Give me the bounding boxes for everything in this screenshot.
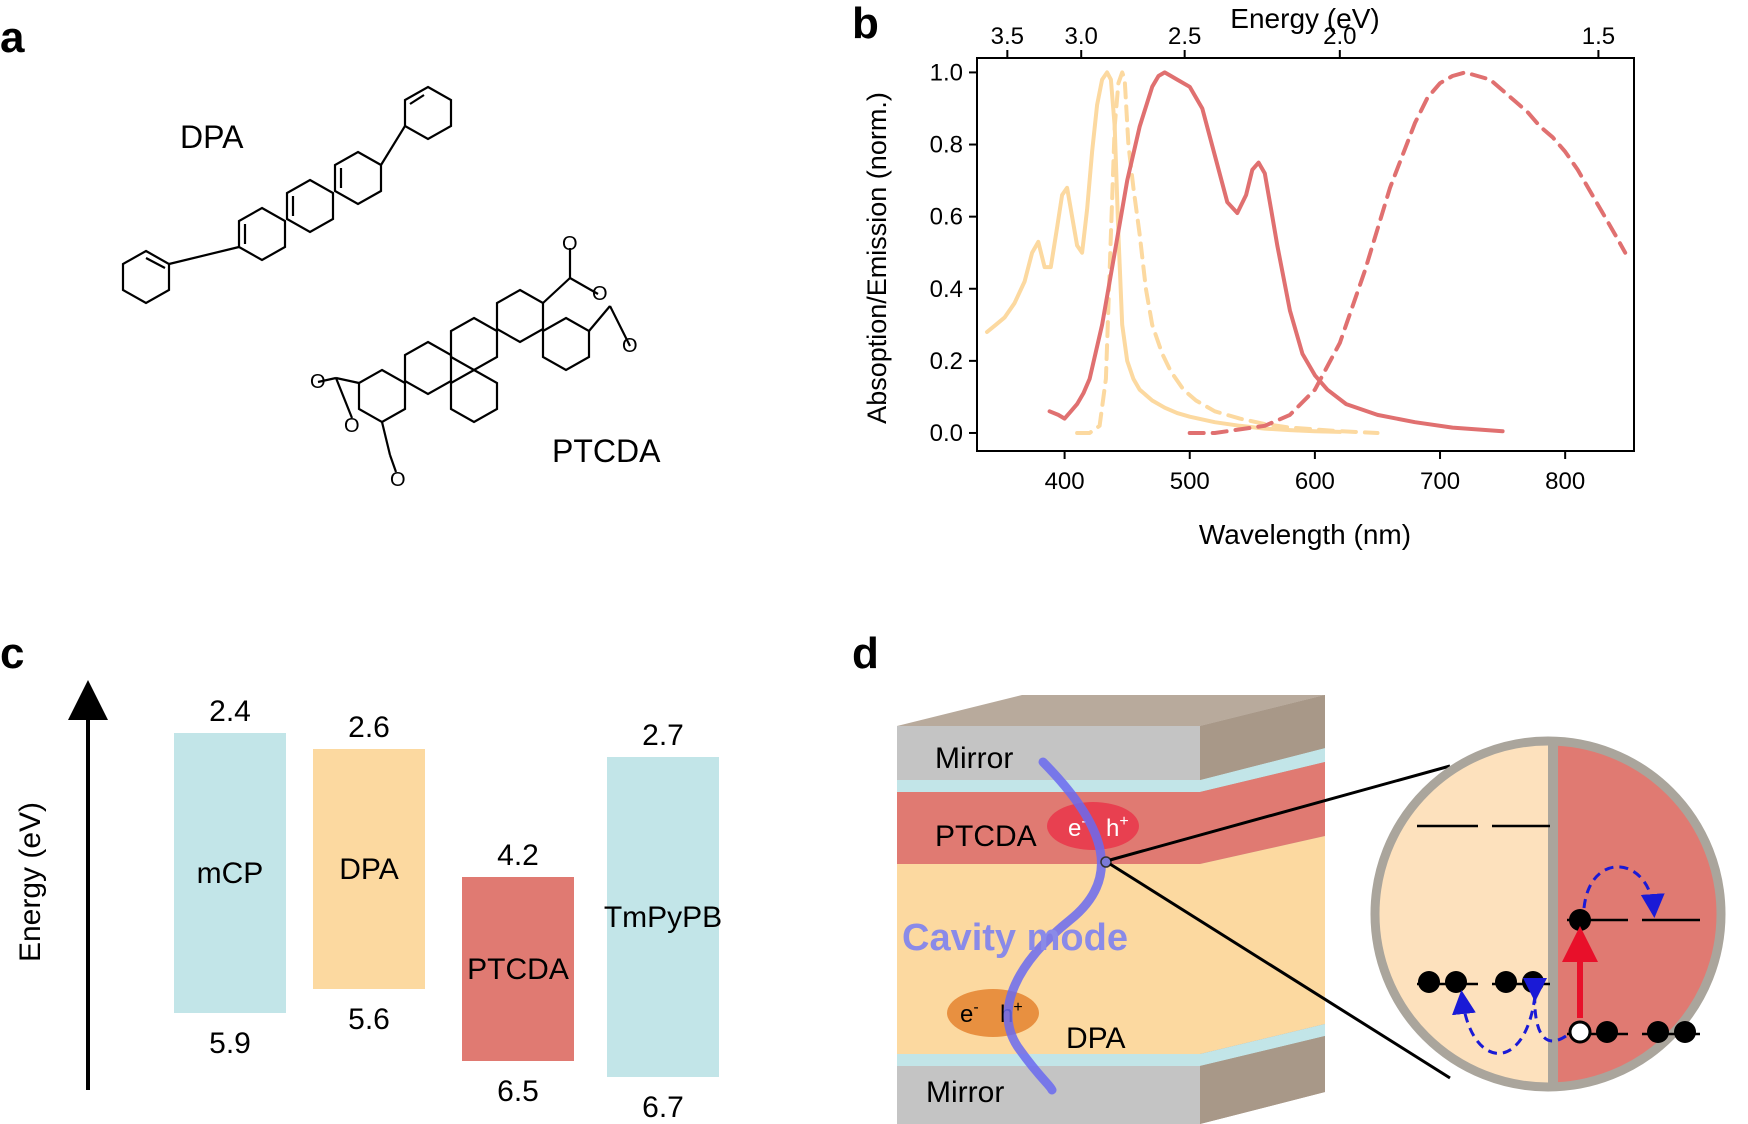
oxygen-label-2: O [592, 283, 608, 305]
x-tick-label: 600 [1295, 468, 1335, 495]
dpa-level-name: DPA [339, 853, 398, 886]
series-ptcda-absorption [1047, 70, 1505, 434]
y-axis-label: Absoption/Emission (norm.) [862, 92, 892, 424]
panel-a-molecules: DPA PTCDA [121, 85, 661, 491]
ptcda-homo-value: 6.5 [497, 1075, 539, 1108]
y-axis-ticks: 0.0 0.2 0.4 0.6 0.8 1.0 [930, 59, 977, 447]
ptcda-level-bar [462, 877, 574, 1061]
y-tick-label: 1.0 [930, 59, 963, 86]
mcp-level-name: mCP [197, 857, 264, 890]
zoom-origin-dot [1100, 856, 1112, 868]
mirror-bottom-layer [897, 1066, 1200, 1124]
energy-axis-label: Energy (eV) [14, 802, 47, 962]
ptcda-molecule-name: PTCDA [552, 433, 661, 469]
top-tick-label: 1.5 [1582, 23, 1615, 50]
x-tick-label: 500 [1170, 468, 1210, 495]
spacer-top-side [1200, 748, 1325, 792]
cavity-mode-label: Cavity mode [902, 917, 1128, 959]
hole-transfer-arrow-2 [1452, 990, 1537, 1055]
ptcda-layer-side [1200, 762, 1325, 864]
cavity-mode-wave [1003, 757, 1106, 1095]
oxygen-label-6: O [390, 469, 406, 491]
tmpypb-level-bar [607, 757, 719, 1077]
dpa-electron-label: e- [960, 999, 979, 1028]
spacer-bottom-layer [897, 1054, 1200, 1066]
tmpypb-homo-value: 6.7 [642, 1091, 684, 1124]
x-tick-label: 800 [1545, 468, 1585, 495]
dpa-homo-value: 5.6 [348, 1003, 390, 1036]
mirror-bottom-label: Mirror [926, 1076, 1004, 1109]
x-axis-ticks: 400 500 600 700 800 [1045, 451, 1585, 495]
dpa-molecule-name: DPA [180, 119, 244, 155]
mcp-lumo-value: 2.4 [209, 695, 251, 728]
top-axis-label: Energy (eV) [1230, 3, 1379, 34]
dpa-level-bar [313, 749, 425, 989]
dpa-layer-side [1200, 836, 1325, 1054]
top-tick-label: 3.0 [1065, 23, 1098, 50]
zoom-circle [1370, 736, 1726, 1092]
y-tick-label: 0.4 [930, 276, 963, 303]
ptcda-hole-label: h+ [1106, 813, 1129, 842]
oxygen-label-4: O [310, 371, 326, 393]
y-tick-label: 0.2 [930, 348, 963, 375]
panel-c-energy-diagram: Energy (eV) mCP 2.4 5.9 DPA 2.6 5.6 PTCDA 4.2 6.… [14, 680, 722, 1124]
energy-level-bars: mCP 2.4 5.9 DPA 2.6 5.6 PTCDA 4.2 6.5 TmPyPB 2.7 6.… [174, 695, 722, 1124]
y-tick-label: 0.6 [930, 204, 963, 231]
ptcda-lumo-value: 4.2 [497, 839, 539, 872]
x-tick-label: 700 [1420, 468, 1460, 495]
mirror-top-label: Mirror [935, 742, 1013, 775]
series-layer [985, 70, 1628, 435]
block-top-face [897, 695, 1325, 726]
dpa-layer [897, 864, 1200, 1054]
dpa-lumo-value: 2.6 [348, 711, 390, 744]
ptcda-level-name: PTCDA [467, 953, 569, 986]
tmpypb-lumo-value: 2.7 [642, 719, 684, 752]
panel-b-spectra-chart: 400 500 600 700 800 0.00.20.40.60.81.0 3.5 3.… [862, 3, 1635, 550]
top-energy-axis-ticks: 3.5 3.0 2.5 2.0 1.5 [991, 23, 1615, 58]
dpa-structure [121, 85, 453, 305]
panel-label-a: a [0, 13, 25, 62]
ptcda-layer-label: PTCDA [935, 820, 1037, 853]
oxygen-label-1: O [562, 233, 578, 255]
mcp-level-bar [174, 733, 286, 1013]
panel-label-b: b [852, 0, 879, 48]
ptcda-electron-label: e- [1068, 813, 1087, 842]
panel-d-cavity-schematic: Mirror Mirror PTCDA DPA e- h+ e- h+ Cavi… [897, 695, 1726, 1124]
y-tick-label: 0.8 [930, 132, 963, 159]
panel-label-d: d [852, 629, 879, 678]
tmpypb-level-name: TmPyPB [604, 901, 722, 934]
zoom-line-bottom [1109, 862, 1451, 1080]
series-ptcda-emission [1187, 70, 1628, 435]
oxygen-label-5: O [344, 415, 360, 437]
oxygen-label-3: O [622, 335, 638, 357]
y-tick-label: 0.0 [930, 420, 963, 447]
series-dpa-absorption [985, 70, 1342, 434]
plot-frame [976, 57, 1635, 452]
zoom-line-top [1109, 764, 1451, 862]
x-tick-label: 400 [1045, 468, 1085, 495]
electron-transfer-arrow [1582, 865, 1665, 918]
ptcda-structure [317, 248, 631, 473]
top-tick-label: 2.5 [1168, 23, 1201, 50]
top-tick-label: 3.5 [991, 23, 1024, 50]
mcp-homo-value: 5.9 [209, 1027, 251, 1060]
panel-label-c: c [0, 629, 24, 678]
dpa-layer-label: DPA [1066, 1022, 1125, 1055]
series-dpa-emission [1075, 70, 1380, 435]
spacer-top-layer [897, 780, 1200, 792]
top-tick-label: 2.0 [1323, 23, 1356, 50]
x-axis-label: Wavelength (nm) [1199, 519, 1411, 550]
dpa-exciton [947, 989, 1039, 1037]
